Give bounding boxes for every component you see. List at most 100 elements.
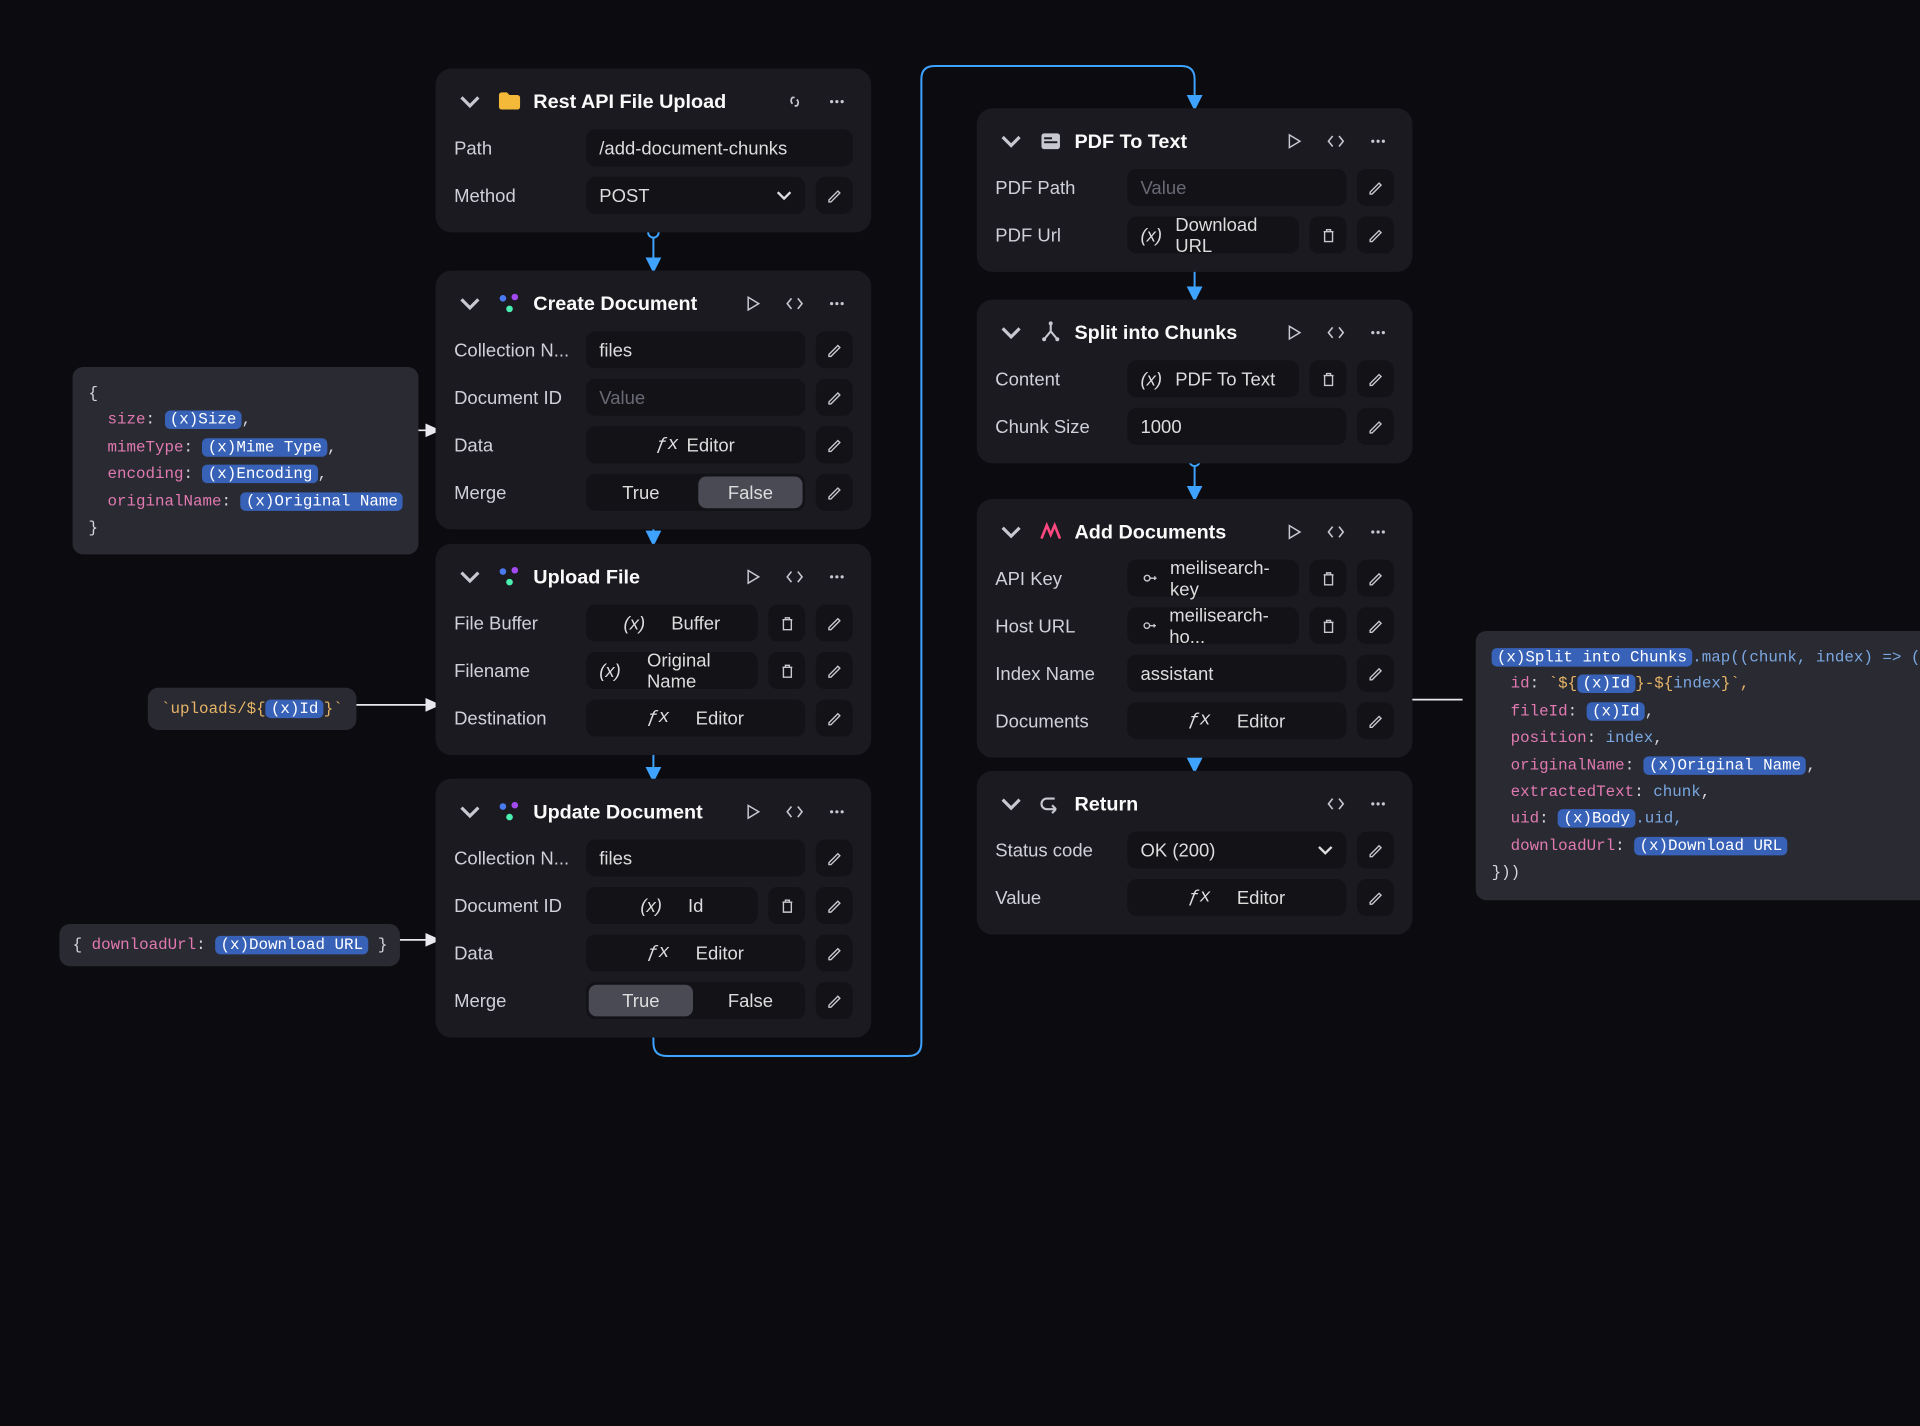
chevron-down-icon[interactable] xyxy=(454,288,486,320)
merge-toggle[interactable]: TrueFalse xyxy=(586,982,805,1019)
pdf-path-input[interactable]: Value xyxy=(1127,169,1346,206)
edit-icon[interactable] xyxy=(816,652,853,689)
more-icon[interactable] xyxy=(821,796,853,828)
dest-editor[interactable]: ƒx Editor xyxy=(586,700,805,737)
trash-icon[interactable] xyxy=(768,605,805,642)
path-input[interactable]: /add-document-chunks xyxy=(586,129,853,166)
api-key[interactable]: meilisearch-key xyxy=(1127,560,1299,597)
index-input[interactable]: assistant xyxy=(1127,655,1346,692)
collection-input[interactable]: files xyxy=(586,331,805,368)
edit-icon[interactable] xyxy=(816,605,853,642)
node-title: Rest API File Upload xyxy=(533,90,768,112)
edit-icon[interactable] xyxy=(1357,879,1394,916)
chevron-down-icon[interactable] xyxy=(995,788,1027,820)
trash-icon[interactable] xyxy=(1309,560,1346,597)
chevron-down-icon[interactable] xyxy=(454,86,486,118)
chevron-down-icon[interactable] xyxy=(454,561,486,593)
edit-icon[interactable] xyxy=(816,474,853,511)
code-icon[interactable] xyxy=(1320,788,1352,820)
code-bubble-documents: (x)Split into Chunks.map((chunk, index) … xyxy=(1476,631,1920,900)
edit-icon[interactable] xyxy=(816,887,853,924)
code-bubble-destination: `uploads/${(x)Id}` xyxy=(148,688,356,731)
edit-icon[interactable] xyxy=(1357,216,1394,253)
data-editor[interactable]: ƒxEditor xyxy=(586,426,805,463)
code-icon[interactable] xyxy=(1320,516,1352,548)
edit-icon[interactable] xyxy=(816,982,853,1019)
more-icon[interactable] xyxy=(821,561,853,593)
more-icon[interactable] xyxy=(821,288,853,320)
more-icon[interactable] xyxy=(1362,788,1394,820)
method-label: Method xyxy=(454,185,575,206)
node-split-chunks: Split into Chunks Content(x)PDF To Text … xyxy=(977,300,1413,464)
code-icon[interactable] xyxy=(1320,317,1352,349)
content-var[interactable]: (x)PDF To Text xyxy=(1127,360,1299,397)
edit-icon[interactable] xyxy=(1357,560,1394,597)
status-select[interactable]: OK (200) xyxy=(1127,832,1346,869)
link-icon[interactable] xyxy=(779,86,811,118)
trash-icon[interactable] xyxy=(1309,607,1346,644)
code-icon[interactable] xyxy=(779,288,811,320)
edit-icon[interactable] xyxy=(1357,702,1394,739)
play-icon[interactable] xyxy=(1278,317,1310,349)
merge-toggle[interactable]: TrueFalse xyxy=(586,474,805,511)
code-icon[interactable] xyxy=(779,796,811,828)
workflow-icon xyxy=(496,799,522,825)
path-label: Path xyxy=(454,137,575,158)
chunk-size-input[interactable]: 1000 xyxy=(1127,408,1346,445)
edit-icon[interactable] xyxy=(816,935,853,972)
edit-icon[interactable] xyxy=(1357,655,1394,692)
more-icon[interactable] xyxy=(1362,317,1394,349)
edit-icon[interactable] xyxy=(1357,169,1394,206)
node-title: Update Document xyxy=(533,801,726,823)
filename-var[interactable]: (x) Original Name xyxy=(586,652,758,689)
play-icon[interactable] xyxy=(737,561,769,593)
trash-icon[interactable] xyxy=(768,652,805,689)
more-icon[interactable] xyxy=(1362,516,1394,548)
play-icon[interactable] xyxy=(1278,516,1310,548)
folder-icon xyxy=(496,88,522,114)
edit-icon[interactable] xyxy=(816,840,853,877)
buffer-var[interactable]: (x) Buffer xyxy=(586,605,758,642)
code-bubble-create-data: { size: (x)Size, mimeType: (x)Mime Type,… xyxy=(73,367,419,555)
trash-icon[interactable] xyxy=(1309,360,1346,397)
more-icon[interactable] xyxy=(1362,125,1394,157)
edit-icon[interactable] xyxy=(1357,607,1394,644)
docid-var[interactable]: (x) Id xyxy=(586,887,758,924)
chevron-down-icon[interactable] xyxy=(995,317,1027,349)
host-url[interactable]: meilisearch-ho... xyxy=(1127,607,1299,644)
workflow-icon xyxy=(496,290,522,316)
return-icon xyxy=(1038,791,1064,817)
edit-icon[interactable] xyxy=(816,177,853,214)
trash-icon[interactable] xyxy=(1309,216,1346,253)
more-icon[interactable] xyxy=(821,86,853,118)
code-icon[interactable] xyxy=(779,561,811,593)
chevron-down-icon[interactable] xyxy=(454,796,486,828)
edit-icon[interactable] xyxy=(1357,832,1394,869)
docid-input[interactable]: Value xyxy=(586,379,805,416)
code-bubble-update-data: { downloadUrl: (x)Download URL } xyxy=(59,924,400,967)
chevron-down-icon[interactable] xyxy=(995,516,1027,548)
edit-icon[interactable] xyxy=(816,700,853,737)
docs-editor[interactable]: ƒx Editor xyxy=(1127,702,1346,739)
edit-icon[interactable] xyxy=(816,379,853,416)
node-pdf-to-text: PDF To Text PDF PathValue PDF Url(x)Down… xyxy=(977,108,1413,272)
play-icon[interactable] xyxy=(1278,125,1310,157)
chevron-down-icon[interactable] xyxy=(995,125,1027,157)
node-update-document: Update Document Collection N...files Doc… xyxy=(436,779,872,1038)
data-editor[interactable]: ƒx Editor xyxy=(586,935,805,972)
method-select[interactable]: POST xyxy=(586,177,805,214)
play-icon[interactable] xyxy=(737,796,769,828)
trash-icon[interactable] xyxy=(768,887,805,924)
code-icon[interactable] xyxy=(1320,125,1352,157)
edit-icon[interactable] xyxy=(1357,360,1394,397)
edit-icon[interactable] xyxy=(816,426,853,463)
collection-input[interactable]: files xyxy=(586,840,805,877)
workflow-icon xyxy=(496,564,522,590)
value-editor[interactable]: ƒx Editor xyxy=(1127,879,1346,916)
edit-icon[interactable] xyxy=(816,331,853,368)
node-title: Split into Chunks xyxy=(1074,321,1267,343)
edit-icon[interactable] xyxy=(1357,408,1394,445)
play-icon[interactable] xyxy=(737,288,769,320)
pdf-url-var[interactable]: (x)Download URL xyxy=(1127,216,1299,253)
node-return: Return Status codeOK (200) Valueƒx Edito… xyxy=(977,771,1413,935)
